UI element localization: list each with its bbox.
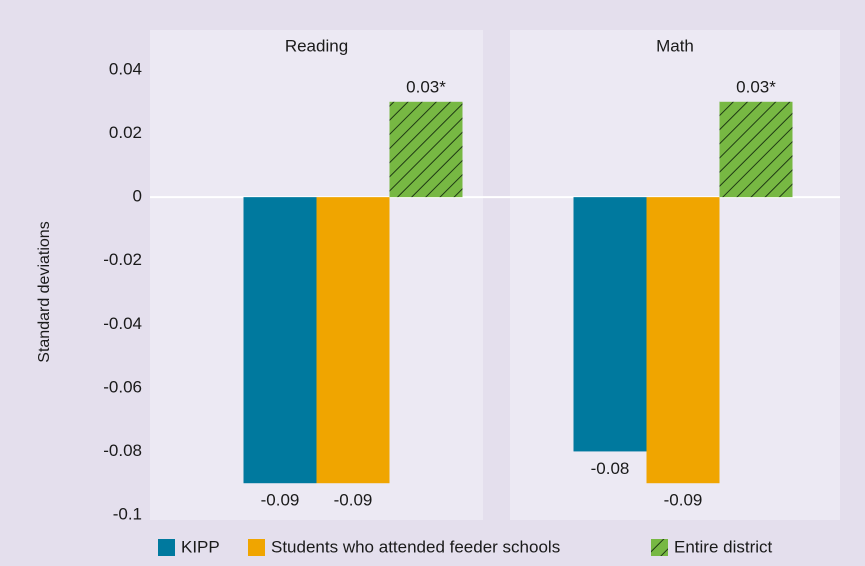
category-label: Reading — [285, 36, 348, 55]
y-tick-label: -0.04 — [103, 314, 142, 333]
legend-label: KIPP — [181, 537, 220, 556]
y-tick-label: 0.02 — [109, 123, 142, 142]
value-label: -0.09 — [334, 491, 373, 510]
bar — [719, 101, 793, 198]
value-label: 0.03* — [406, 77, 446, 96]
bar — [243, 197, 317, 484]
legend-label: Students who attended feeder schools — [271, 537, 560, 556]
category-label: Math — [656, 36, 694, 55]
y-axis-label: Standard deviations — [36, 221, 53, 362]
legend-swatch — [248, 539, 265, 556]
y-tick-label: -0.08 — [103, 441, 142, 460]
y-tick-label: -0.1 — [113, 504, 142, 523]
legend-label: Entire district — [674, 537, 773, 556]
value-label: 0.03* — [736, 77, 776, 96]
value-label: -0.08 — [591, 459, 630, 478]
bar — [389, 101, 463, 198]
bar — [646, 197, 720, 484]
legend-swatch — [651, 539, 668, 556]
bar — [316, 197, 390, 484]
value-label: -0.09 — [664, 491, 703, 510]
y-tick-label: 0.04 — [109, 59, 142, 78]
y-tick-label: -0.02 — [103, 250, 142, 269]
y-tick-label: 0 — [133, 187, 142, 206]
legend-swatch — [158, 539, 175, 556]
y-tick-label: -0.06 — [103, 377, 142, 396]
value-label: -0.09 — [261, 491, 300, 510]
bar — [573, 197, 647, 452]
